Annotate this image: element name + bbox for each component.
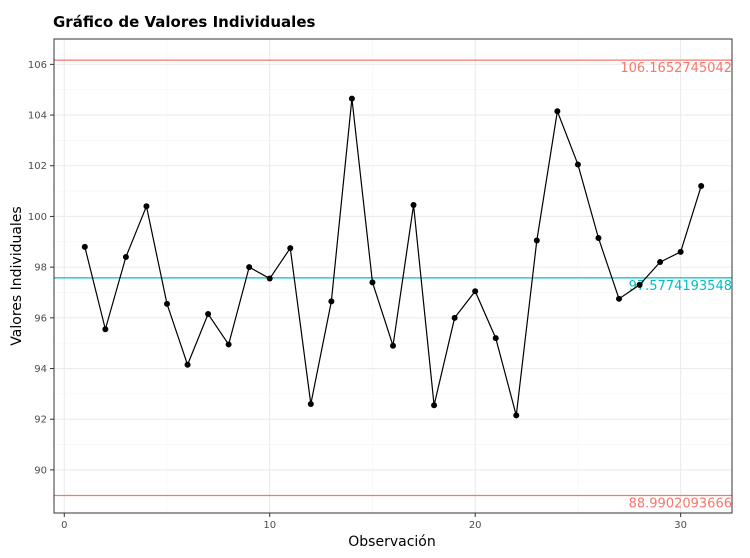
data-point bbox=[205, 311, 212, 318]
data-point bbox=[266, 275, 273, 282]
data-point bbox=[513, 412, 520, 419]
y-tick-label: 96 bbox=[34, 313, 47, 324]
data-point bbox=[492, 335, 499, 342]
y-tick-label: 104 bbox=[28, 111, 47, 122]
reference-line-label: 106.1652745042 bbox=[620, 61, 732, 76]
reference-line-label: 88.9902093666 bbox=[629, 497, 732, 512]
data-point bbox=[554, 108, 561, 115]
y-tick-label: 100 bbox=[28, 212, 47, 223]
y-tick-label: 98 bbox=[34, 263, 47, 274]
data-point bbox=[657, 259, 664, 266]
data-point bbox=[307, 401, 314, 408]
data-point bbox=[431, 402, 438, 409]
data-point bbox=[102, 326, 109, 333]
data-series bbox=[81, 95, 705, 419]
data-point bbox=[451, 314, 458, 321]
reference-line-label: 97.5774193548 bbox=[629, 279, 732, 294]
y-tick-label: 106 bbox=[28, 60, 47, 71]
data-point bbox=[225, 341, 232, 348]
x-axis-ticks: 0 10 20 30 bbox=[61, 513, 687, 531]
data-point bbox=[328, 298, 335, 305]
y-tick-label: 92 bbox=[34, 415, 47, 426]
x-tick-label: 30 bbox=[674, 520, 687, 531]
data-point bbox=[616, 295, 622, 302]
y-tick-label: 102 bbox=[28, 161, 47, 172]
data-point bbox=[246, 264, 253, 271]
data-point bbox=[81, 243, 88, 250]
y-axis-ticks: 90 92 94 96 98 100 102 104 106 bbox=[28, 60, 54, 476]
x-tick-label: 10 bbox=[263, 520, 276, 531]
data-point bbox=[287, 245, 294, 252]
data-point bbox=[636, 281, 643, 288]
data-point bbox=[369, 279, 376, 286]
y-tick-label: 94 bbox=[34, 364, 47, 375]
y-tick-label: 90 bbox=[34, 465, 47, 476]
data-point bbox=[390, 342, 396, 349]
data-point bbox=[184, 361, 191, 368]
chart-title: Gráfico de Valores Individuales bbox=[53, 13, 315, 31]
data-point bbox=[122, 253, 129, 260]
data-point bbox=[533, 237, 540, 244]
grid-lines bbox=[54, 39, 732, 513]
panel-border bbox=[53, 38, 733, 514]
x-tick-label: 20 bbox=[469, 520, 482, 531]
data-point bbox=[164, 300, 170, 307]
data-point bbox=[595, 234, 602, 241]
x-tick-label: 0 bbox=[61, 520, 67, 531]
data-point bbox=[143, 203, 150, 210]
reference-lines: 106.1652745042 97.5774193548 88.9902093666 bbox=[54, 59, 732, 512]
data-point bbox=[410, 202, 417, 209]
data-point bbox=[574, 161, 581, 168]
y-axis-title: Valores Individuales bbox=[9, 206, 25, 345]
series-line bbox=[84, 98, 702, 416]
data-point bbox=[698, 183, 705, 190]
data-point bbox=[677, 248, 684, 255]
data-point bbox=[348, 95, 355, 102]
data-point bbox=[472, 288, 479, 295]
x-axis-title: Observación bbox=[348, 534, 435, 550]
